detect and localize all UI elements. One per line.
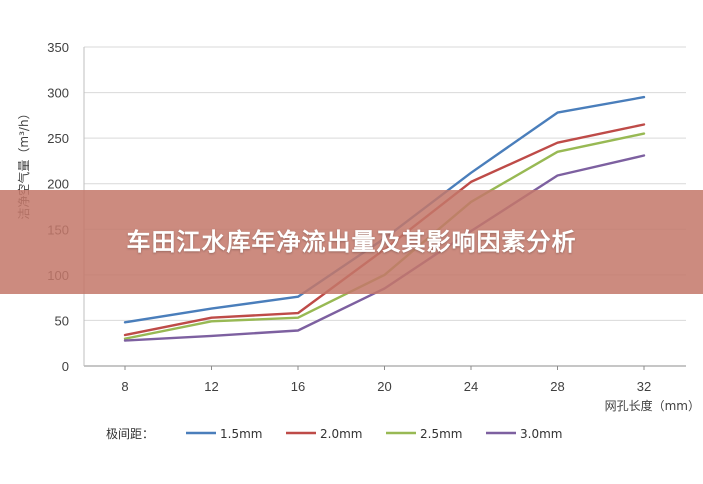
- x-tick-label: 32: [637, 379, 651, 394]
- legend-label-2.0mm: 2.0mm: [320, 427, 362, 441]
- legend-label-1.5mm: 1.5mm: [220, 427, 262, 441]
- legend-label-2.5mm: 2.5mm: [420, 427, 462, 441]
- x-tick-labels: 8 12 16 20 24 28 32: [121, 366, 651, 394]
- legend-label-3.0mm: 3.0mm: [520, 427, 562, 441]
- y-tick-label: 50: [55, 313, 69, 328]
- x-tick-label: 20: [377, 379, 391, 394]
- y-tick-label: 300: [47, 86, 69, 101]
- x-tick-label: 8: [121, 379, 128, 394]
- x-axis-title: 网孔长度（mm）: [605, 398, 700, 413]
- title-banner: 车田江水库年净流出量及其影响因素分析: [0, 190, 703, 294]
- x-tick-label: 16: [291, 379, 305, 394]
- legend: 极间距： 1.5mm 2.0mm 2.5mm 3.0mm: [106, 427, 562, 441]
- banner-title: 车田江水库年净流出量及其影响因素分析: [126, 228, 577, 256]
- y-tick-label: 200: [47, 177, 69, 192]
- x-tick-label: 12: [204, 379, 218, 394]
- legend-title: 极间距：: [106, 427, 154, 441]
- y-tick-label: 250: [47, 131, 69, 146]
- y-tick-label: 350: [47, 40, 69, 55]
- x-tick-label: 24: [464, 379, 478, 394]
- x-tick-label: 28: [550, 379, 564, 394]
- y-tick-label: 0: [62, 359, 69, 374]
